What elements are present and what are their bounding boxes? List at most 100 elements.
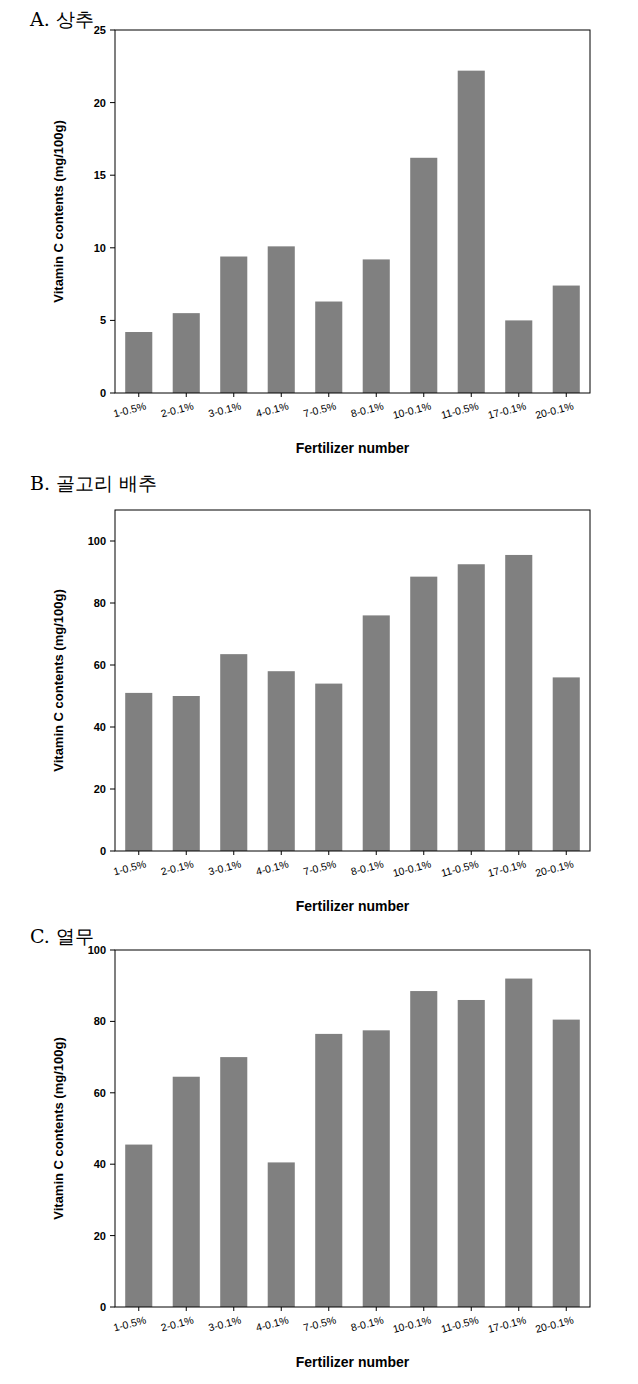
x-tick <box>281 851 282 855</box>
y-tick <box>110 789 115 790</box>
x-tick-label: 10-0.1% <box>391 399 432 421</box>
y-tick <box>110 102 115 103</box>
x-tick-label: 10-0.1% <box>391 857 432 879</box>
y-tick-label: 5 <box>100 314 106 326</box>
x-tick-label: 1-0.5% <box>112 857 147 877</box>
plot-frame <box>115 510 590 851</box>
y-tick <box>110 247 115 248</box>
bar <box>505 979 532 1307</box>
y-tick-label: 15 <box>94 169 106 181</box>
bar <box>173 1077 200 1307</box>
bar <box>268 671 295 851</box>
x-tick-label: 11-0.5% <box>440 399 480 421</box>
x-tick <box>233 851 234 855</box>
bar <box>173 696 200 851</box>
x-tick <box>328 1307 329 1311</box>
x-tick-label: 4-0.1% <box>255 857 290 877</box>
bar <box>505 555 532 851</box>
bar <box>173 313 200 393</box>
y-tick <box>110 950 115 951</box>
x-tick <box>281 393 282 397</box>
bar <box>315 684 342 851</box>
x-tick-label: 8-0.1% <box>350 399 385 419</box>
bars <box>125 555 580 851</box>
bar <box>125 693 152 851</box>
x-tick <box>471 1307 472 1311</box>
y-tick-label: 0 <box>100 845 106 857</box>
x-tick <box>471 393 472 397</box>
y-tick <box>110 30 115 31</box>
y-tick <box>110 1164 115 1165</box>
x-tick-label: 4-0.1% <box>255 399 290 419</box>
bar <box>125 332 152 393</box>
x-tick <box>566 393 567 397</box>
x-tick-label: 2-0.1% <box>160 1313 195 1333</box>
x-axis-label: Fertilizer number <box>296 898 410 914</box>
x-tick-label: 20-0.1% <box>534 857 575 879</box>
bar <box>220 654 247 851</box>
x-tick <box>423 393 424 397</box>
bar <box>410 577 437 851</box>
bar <box>410 991 437 1307</box>
x-tick <box>186 1307 187 1311</box>
x-tick <box>518 1307 519 1311</box>
x-tick <box>376 1307 377 1311</box>
y-tick-label: 100 <box>88 944 106 956</box>
y-axis-label: Vitamin C contents (mg/100g) <box>51 589 66 772</box>
y-tick-label: 100 <box>88 535 106 547</box>
plot-frame <box>115 950 590 1307</box>
x-tick <box>423 851 424 855</box>
bar <box>458 71 485 393</box>
x-axis-label: Fertilizer number <box>296 440 410 456</box>
bar <box>505 320 532 393</box>
y-tick-label: 0 <box>100 1301 106 1313</box>
bar <box>268 246 295 393</box>
y-tick <box>110 1092 115 1093</box>
bar <box>410 158 437 393</box>
x-tick <box>423 1307 424 1311</box>
x-tick <box>138 851 139 855</box>
x-tick <box>186 393 187 397</box>
y-tick <box>110 541 115 542</box>
x-tick <box>328 851 329 855</box>
x-tick-label: 10-0.1% <box>391 1313 432 1335</box>
y-tick <box>110 851 115 852</box>
y-tick-label: 40 <box>94 1158 106 1170</box>
panel-title: A. 상추 <box>29 8 94 30</box>
y-tick-label: 40 <box>94 721 106 733</box>
x-tick <box>328 393 329 397</box>
y-tick <box>110 1307 115 1308</box>
bar <box>363 1030 390 1307</box>
y-tick-label: 20 <box>94 97 106 109</box>
x-tick <box>566 851 567 855</box>
x-axis-label: Fertilizer number <box>296 1354 410 1370</box>
x-tick <box>138 393 139 397</box>
bar <box>458 1000 485 1307</box>
y-axis-label: Vitamin C contents (mg/100g) <box>51 120 66 303</box>
bar <box>363 259 390 393</box>
x-tick-label: 7-0.5% <box>302 1313 337 1333</box>
x-tick-label: 2-0.1% <box>160 399 195 419</box>
y-tick-label: 25 <box>94 24 106 36</box>
x-tick-label: 8-0.1% <box>350 857 385 877</box>
y-tick-label: 80 <box>94 1015 106 1027</box>
bar <box>268 1162 295 1307</box>
y-tick <box>110 1235 115 1236</box>
bar <box>125 1145 152 1307</box>
x-tick-label: 3-0.1% <box>207 1313 242 1333</box>
bar <box>220 257 247 393</box>
bar <box>553 677 580 851</box>
x-tick-label: 1-0.5% <box>112 399 147 419</box>
y-tick <box>110 603 115 604</box>
chart-panel: B. 골고리 배추0204060801001-0.5%2-0.1%3-0.1%4… <box>30 472 590 914</box>
bar <box>315 302 342 393</box>
x-tick-label: 3-0.1% <box>207 399 242 419</box>
y-tick <box>110 320 115 321</box>
y-tick-label: 20 <box>94 783 106 795</box>
bars <box>125 71 580 393</box>
x-tick-label: 3-0.1% <box>207 857 242 877</box>
x-tick-label: 8-0.1% <box>350 1313 385 1333</box>
x-tick-label: 7-0.5% <box>302 399 337 419</box>
x-tick <box>566 1307 567 1311</box>
x-tick <box>376 851 377 855</box>
